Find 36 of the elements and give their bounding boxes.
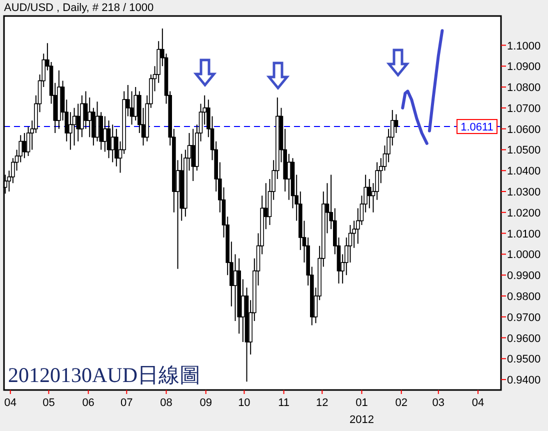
y-tick-label: 1.0600: [507, 124, 541, 136]
x-axis-title: 2012: [349, 414, 374, 426]
chart-title: AUD/USD , Daily, # 218 / 1000: [4, 2, 154, 14]
x-tick-label: 11: [278, 397, 290, 409]
x-tick-label: 02: [395, 397, 408, 409]
annotation: 20120130AUD日線圖: [8, 363, 200, 387]
y-tick-label: 1.0700: [507, 102, 541, 115]
x-tick-label: 03: [432, 397, 445, 409]
line-series: [401, 90, 428, 145]
x-tick-label: 06: [82, 397, 94, 409]
x-tick-label: 10: [238, 397, 250, 409]
x-tick-label: 09: [200, 397, 212, 409]
line-series: [428, 29, 444, 132]
y-tick-label: 1.0300: [507, 186, 541, 199]
x-tick-label: 01: [356, 397, 368, 409]
y-tick-label: 1.0400: [507, 166, 541, 178]
y-tick-label: 0.9900: [507, 270, 541, 282]
x-tick-label: 04: [4, 397, 17, 409]
y-tick-label: 0.9500: [507, 354, 541, 366]
x-tick-label: 08: [160, 397, 172, 409]
x-tick-label: 12: [316, 397, 328, 409]
y-tick-label: 0.9700: [507, 312, 541, 324]
y-tick-label: 1.0500: [507, 144, 541, 157]
y-tick-label: 1.0800: [507, 82, 541, 94]
y-tick-label: 1.0200: [507, 207, 541, 220]
ref-line-label: 1.0611: [460, 122, 494, 134]
y-tick-label: 1.1000: [507, 40, 541, 52]
y-tick-label: 0.9800: [507, 290, 541, 303]
y-tick-label: 1.0000: [507, 249, 541, 262]
y-tick-label: 1.0100: [507, 228, 541, 240]
x-tick-label: 05: [42, 397, 55, 409]
y-tick-label: 1.0900: [507, 61, 541, 74]
y-tick-label: 0.9600: [507, 332, 541, 345]
x-tick-label: 04: [472, 397, 484, 409]
x-tick-label: 07: [120, 397, 133, 409]
y-tick-label: 0.9400: [507, 374, 541, 387]
